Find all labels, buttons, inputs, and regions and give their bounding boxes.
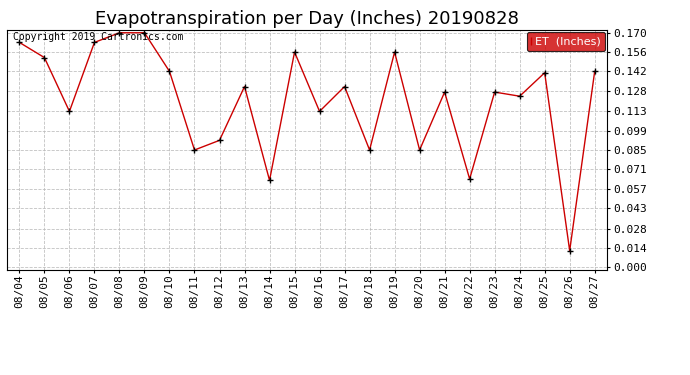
Legend: ET  (Inches): ET (Inches): [527, 32, 605, 51]
Title: Evapotranspiration per Day (Inches) 20190828: Evapotranspiration per Day (Inches) 2019…: [95, 10, 519, 28]
Text: Copyright 2019 Cartronics.com: Copyright 2019 Cartronics.com: [13, 32, 184, 42]
